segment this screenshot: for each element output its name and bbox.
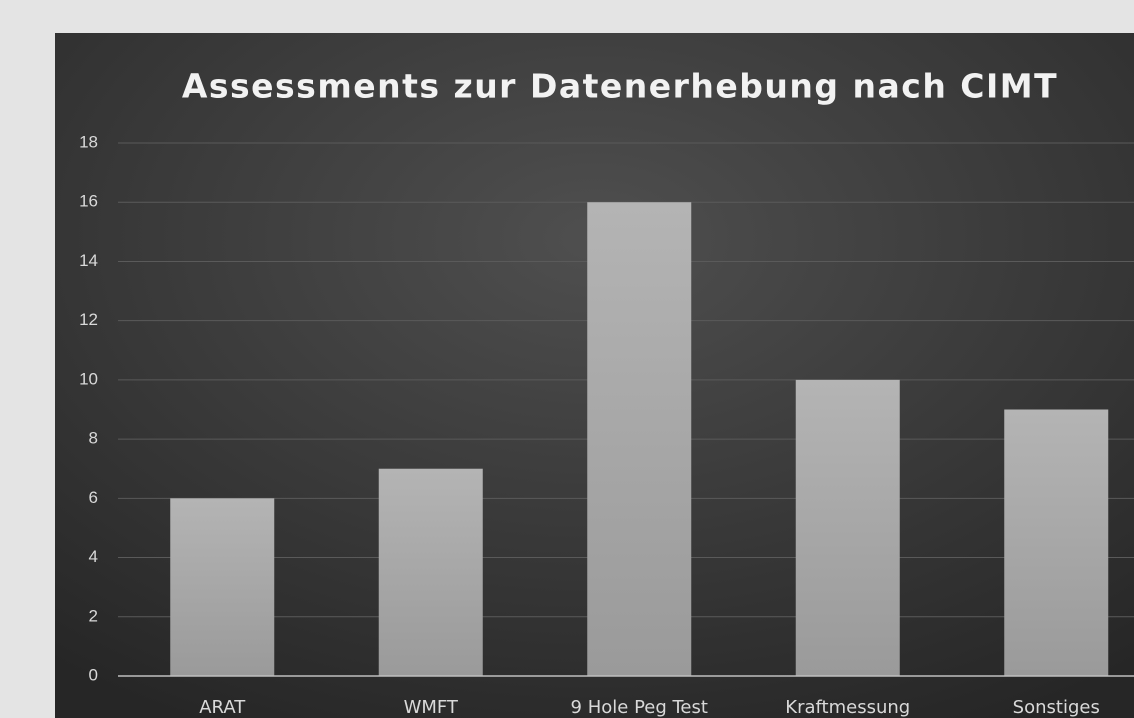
- x-tick-label: Kraftmessung: [785, 697, 910, 718]
- x-tick-label: ARAT: [199, 697, 246, 718]
- bar: [795, 379, 900, 676]
- x-tick-label: Sonstiges: [1013, 697, 1100, 718]
- bar: [378, 468, 483, 676]
- bar: [587, 202, 692, 676]
- bar: [1004, 409, 1109, 676]
- y-tick-label: 16: [79, 192, 98, 211]
- chart-title: Assessments zur Datenerhebung nach CIMT: [182, 67, 1058, 106]
- y-tick-label: 8: [89, 429, 98, 448]
- y-tick-label: 10: [79, 369, 98, 388]
- y-tick-label: 18: [79, 132, 98, 151]
- y-tick-label: 12: [79, 310, 98, 329]
- y-tick-label: 2: [89, 606, 98, 625]
- bar: [170, 498, 275, 676]
- y-tick-label: 6: [89, 488, 98, 507]
- y-tick-label: 0: [89, 665, 98, 684]
- x-tick-label: 9 Hole Peg Test: [571, 697, 708, 718]
- y-tick-label: 14: [79, 251, 98, 270]
- x-tick-label: WMFT: [404, 697, 459, 718]
- y-tick-label: 4: [89, 547, 98, 566]
